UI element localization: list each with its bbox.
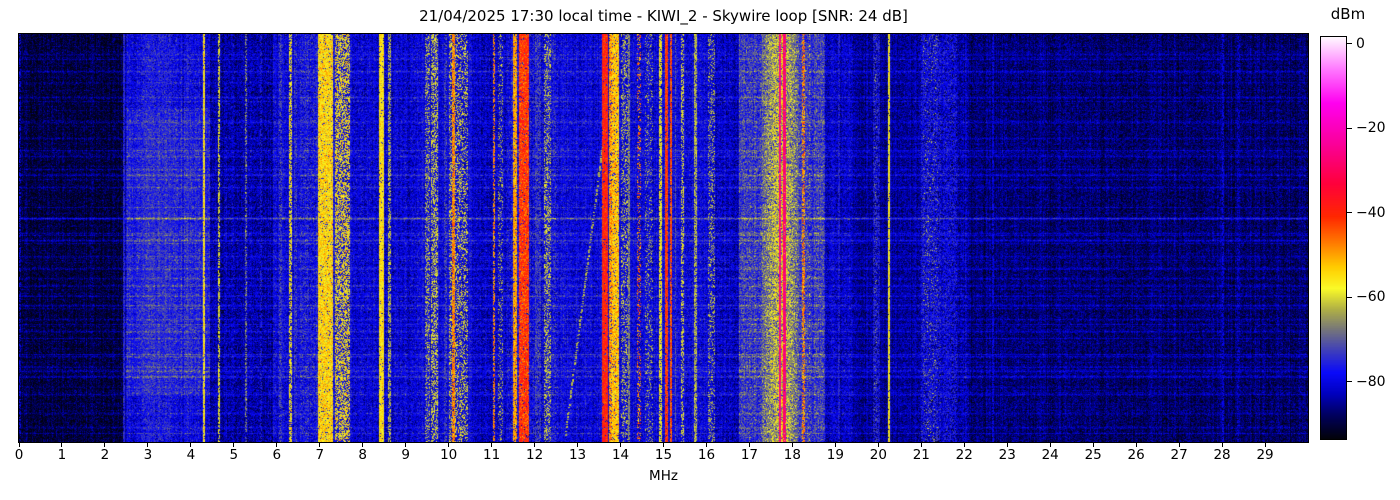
x-tick-label: 22 (955, 447, 973, 463)
x-tick-mark (319, 443, 321, 447)
x-tick-mark (1092, 443, 1094, 447)
x-tick-label: 24 (1041, 447, 1059, 463)
x-tick-mark (1221, 443, 1223, 447)
x-tick-mark (190, 443, 192, 447)
x-tick-label: 9 (401, 447, 410, 463)
x-tick-label: 18 (783, 447, 801, 463)
x-tick-mark (1135, 443, 1137, 447)
x-tick-label: 15 (654, 447, 673, 463)
x-tick-mark (534, 443, 536, 447)
x-tick-label: 23 (998, 447, 1016, 463)
colorbar-tick-label: −20 (1356, 120, 1386, 137)
colorbar-tick-mark (1347, 212, 1352, 214)
x-tick-mark (620, 443, 622, 447)
x-tick-mark (748, 443, 750, 447)
x-tick-label: 19 (826, 447, 844, 463)
x-tick-mark (963, 443, 965, 447)
x-tick-label: 10 (440, 447, 458, 463)
x-tick-mark (448, 443, 450, 447)
x-tick-label: 25 (1084, 447, 1102, 463)
x-tick-label: 3 (143, 447, 153, 463)
x-axis-label: MHz (649, 468, 678, 484)
colorbar-canvas (1321, 37, 1346, 439)
x-tick-mark (1178, 443, 1180, 447)
x-tick-mark (877, 443, 879, 447)
x-tick-mark (491, 443, 493, 447)
x-tick-label: 21 (912, 447, 930, 463)
x-tick-label: 17 (740, 447, 759, 463)
x-tick-mark (1264, 443, 1266, 447)
x-tick-label: 20 (869, 447, 887, 463)
x-tick-label: 29 (1256, 447, 1274, 463)
x-tick-mark (1049, 443, 1051, 447)
x-tick-label: 14 (611, 447, 630, 463)
x-tick-mark (577, 443, 579, 447)
x-tick-mark (663, 443, 664, 447)
colorbar-tick-label: 0 (1356, 35, 1365, 52)
x-tick-label: 0 (14, 447, 24, 463)
x-tick-label: 27 (1170, 447, 1188, 463)
x-tick-mark (104, 443, 106, 447)
x-tick-mark (233, 443, 235, 447)
x-tick-label: 1 (57, 447, 67, 463)
x-tick-mark (920, 443, 922, 447)
x-tick-label: 13 (568, 447, 587, 463)
x-tick-label: 12 (526, 447, 544, 463)
x-tick-mark (1006, 443, 1008, 447)
colorbar-tick-mark (1347, 381, 1352, 383)
x-tick-mark (405, 443, 407, 447)
x-tick-label: 5 (229, 447, 239, 463)
colorbar-tick-label: −80 (1356, 373, 1386, 390)
x-tick-label: 26 (1127, 447, 1145, 463)
colorbar-tick-mark (1347, 296, 1352, 298)
x-tick-mark (705, 443, 707, 447)
x-tick-label: 2 (100, 447, 110, 463)
x-tick-mark (276, 443, 278, 447)
colorbar-frame (1320, 36, 1347, 440)
x-tick-mark (61, 443, 63, 447)
spectrogram-canvas (19, 34, 1308, 442)
x-tick-label: 16 (697, 447, 716, 463)
x-tick-label: 7 (315, 447, 325, 463)
colorbar-label: dBm (1330, 5, 1366, 23)
x-tick-mark (791, 443, 793, 447)
colorbar-tick-label: −40 (1356, 204, 1386, 221)
x-tick-label: 4 (186, 447, 196, 463)
x-tick-mark (147, 443, 149, 447)
x-tick-mark (362, 443, 364, 447)
x-tick-mark (834, 443, 836, 447)
x-tick-mark (18, 443, 20, 447)
x-tick-label: 11 (483, 447, 501, 463)
waterfall-frame (18, 33, 1309, 443)
colorbar-tick-mark (1347, 43, 1352, 45)
x-tick-label: 8 (358, 447, 368, 463)
x-tick-label: 6 (272, 447, 282, 463)
plot-title: 21/04/2025 17:30 local time - KIWI_2 - S… (419, 7, 908, 25)
colorbar-tick-mark (1347, 127, 1352, 129)
x-tick-label: 28 (1213, 447, 1231, 463)
colorbar-tick-label: −60 (1356, 289, 1386, 306)
